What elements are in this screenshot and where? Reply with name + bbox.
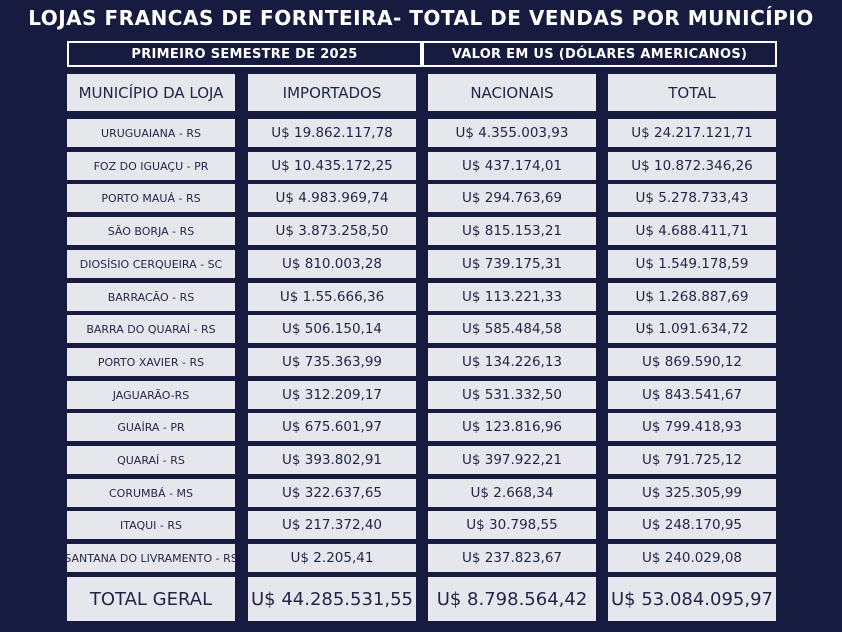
importados-cell: U$ 2.205,41 xyxy=(248,544,416,572)
municipio-cell: FOZ DO IGUAÇU - PR xyxy=(67,152,235,180)
nacionais-cell: U$ 815.153,21 xyxy=(428,217,596,245)
municipio-cell: GUAÍRA - PR xyxy=(67,413,235,441)
total-cell: U$ 799.418,93 xyxy=(608,413,776,441)
unit-header: VALOR EM US (DÓLARES AMERICANOS) xyxy=(422,41,777,67)
importados-cell: U$ 10.435.172,25 xyxy=(248,152,416,180)
importados-cell: U$ 393.802,91 xyxy=(248,446,416,474)
period-header: PRIMEIRO SEMESTRE DE 2025 xyxy=(67,41,422,67)
column-header-importados: IMPORTADOS xyxy=(248,74,416,111)
municipio-cell: URUGUAIANA - RS xyxy=(67,119,235,147)
importados-cell: U$ 810.003,28 xyxy=(248,250,416,278)
importados-cell: U$ 735.363,99 xyxy=(248,348,416,376)
nacionais-cell: U$ 237.823,67 xyxy=(428,544,596,572)
column-header-nacionais: NACIONAIS xyxy=(428,74,596,111)
total-geral-label: TOTAL GERAL xyxy=(67,577,235,621)
municipio-cell: PORTO MAUÁ - RS xyxy=(67,184,235,212)
municipio-cell: QUARAÍ - RS xyxy=(67,446,235,474)
nacionais-cell: U$ 134.226,13 xyxy=(428,348,596,376)
nacionais-cell: U$ 531.332,50 xyxy=(428,381,596,409)
total-cell: U$ 1.549.178,59 xyxy=(608,250,776,278)
importados-cell: U$ 1.55.666,36 xyxy=(248,283,416,311)
nacionais-cell: U$ 2.668,34 xyxy=(428,479,596,507)
total-cell: U$ 325.305,99 xyxy=(608,479,776,507)
municipio-cell: ITAQUI - RS xyxy=(67,511,235,539)
importados-cell: U$ 312.209,17 xyxy=(248,381,416,409)
column-header-total: TOTAL xyxy=(608,74,776,111)
total-cell: U$ 843.541,67 xyxy=(608,381,776,409)
page-title: LOJAS FRANCAS DE FORNTEIRA- TOTAL DE VEN… xyxy=(28,6,814,30)
total-cell: U$ 1.091.634,72 xyxy=(608,315,776,343)
importados-cell: U$ 217.372,40 xyxy=(248,511,416,539)
importados-cell: U$ 3.873.258,50 xyxy=(248,217,416,245)
total-cell: U$ 4.688.411,71 xyxy=(608,217,776,245)
total-cell: U$ 5.278.733,43 xyxy=(608,184,776,212)
municipio-cell: JAGUARÃO-RS xyxy=(67,381,235,409)
municipio-cell: DIOSÍSIO CERQUEIRA - SC xyxy=(67,250,235,278)
total-cell: U$ 24.217.121,71 xyxy=(608,119,776,147)
nacionais-cell: U$ 585.484,58 xyxy=(428,315,596,343)
nacionais-cell: U$ 294.763,69 xyxy=(428,184,596,212)
total-cell: U$ 791.725,12 xyxy=(608,446,776,474)
municipio-cell: BARRACÃO - RS xyxy=(67,283,235,311)
municipio-cell: SÃO BORJA - RS xyxy=(67,217,235,245)
importados-cell: U$ 4.983.969,74 xyxy=(248,184,416,212)
column-header-municipio: MUNICÍPIO DA LOJA xyxy=(67,74,235,111)
total-nacionais: U$ 8.798.564,42 xyxy=(428,577,596,621)
importados-cell: U$ 506.150,14 xyxy=(248,315,416,343)
nacionais-cell: U$ 30.798,55 xyxy=(428,511,596,539)
total-total: U$ 53.084.095,97 xyxy=(608,577,776,621)
nacionais-cell: U$ 739.175,31 xyxy=(428,250,596,278)
nacionais-cell: U$ 123.816,96 xyxy=(428,413,596,441)
total-cell: U$ 248.170,95 xyxy=(608,511,776,539)
nacionais-cell: U$ 437.174,01 xyxy=(428,152,596,180)
nacionais-cell: U$ 4.355.003,93 xyxy=(428,119,596,147)
total-cell: U$ 869.590,12 xyxy=(608,348,776,376)
municipio-cell: CORUMBÁ - MS xyxy=(67,479,235,507)
importados-cell: U$ 19.862.117,78 xyxy=(248,119,416,147)
municipio-cell: BARRA DO QUARAÍ - RS xyxy=(67,315,235,343)
importados-cell: U$ 675.601,97 xyxy=(248,413,416,441)
municipio-cell: PORTO XAVIER - RS xyxy=(67,348,235,376)
total-cell: U$ 10.872.346,26 xyxy=(608,152,776,180)
nacionais-cell: U$ 113.221,33 xyxy=(428,283,596,311)
nacionais-cell: U$ 397.922,21 xyxy=(428,446,596,474)
total-cell: U$ 1.268.887,69 xyxy=(608,283,776,311)
importados-cell: U$ 322.637,65 xyxy=(248,479,416,507)
municipio-cell: SANTANA DO LIVRAMENTO - RS xyxy=(67,544,235,572)
total-importados: U$ 44.285.531,55 xyxy=(248,577,416,621)
total-cell: U$ 240.029,08 xyxy=(608,544,776,572)
